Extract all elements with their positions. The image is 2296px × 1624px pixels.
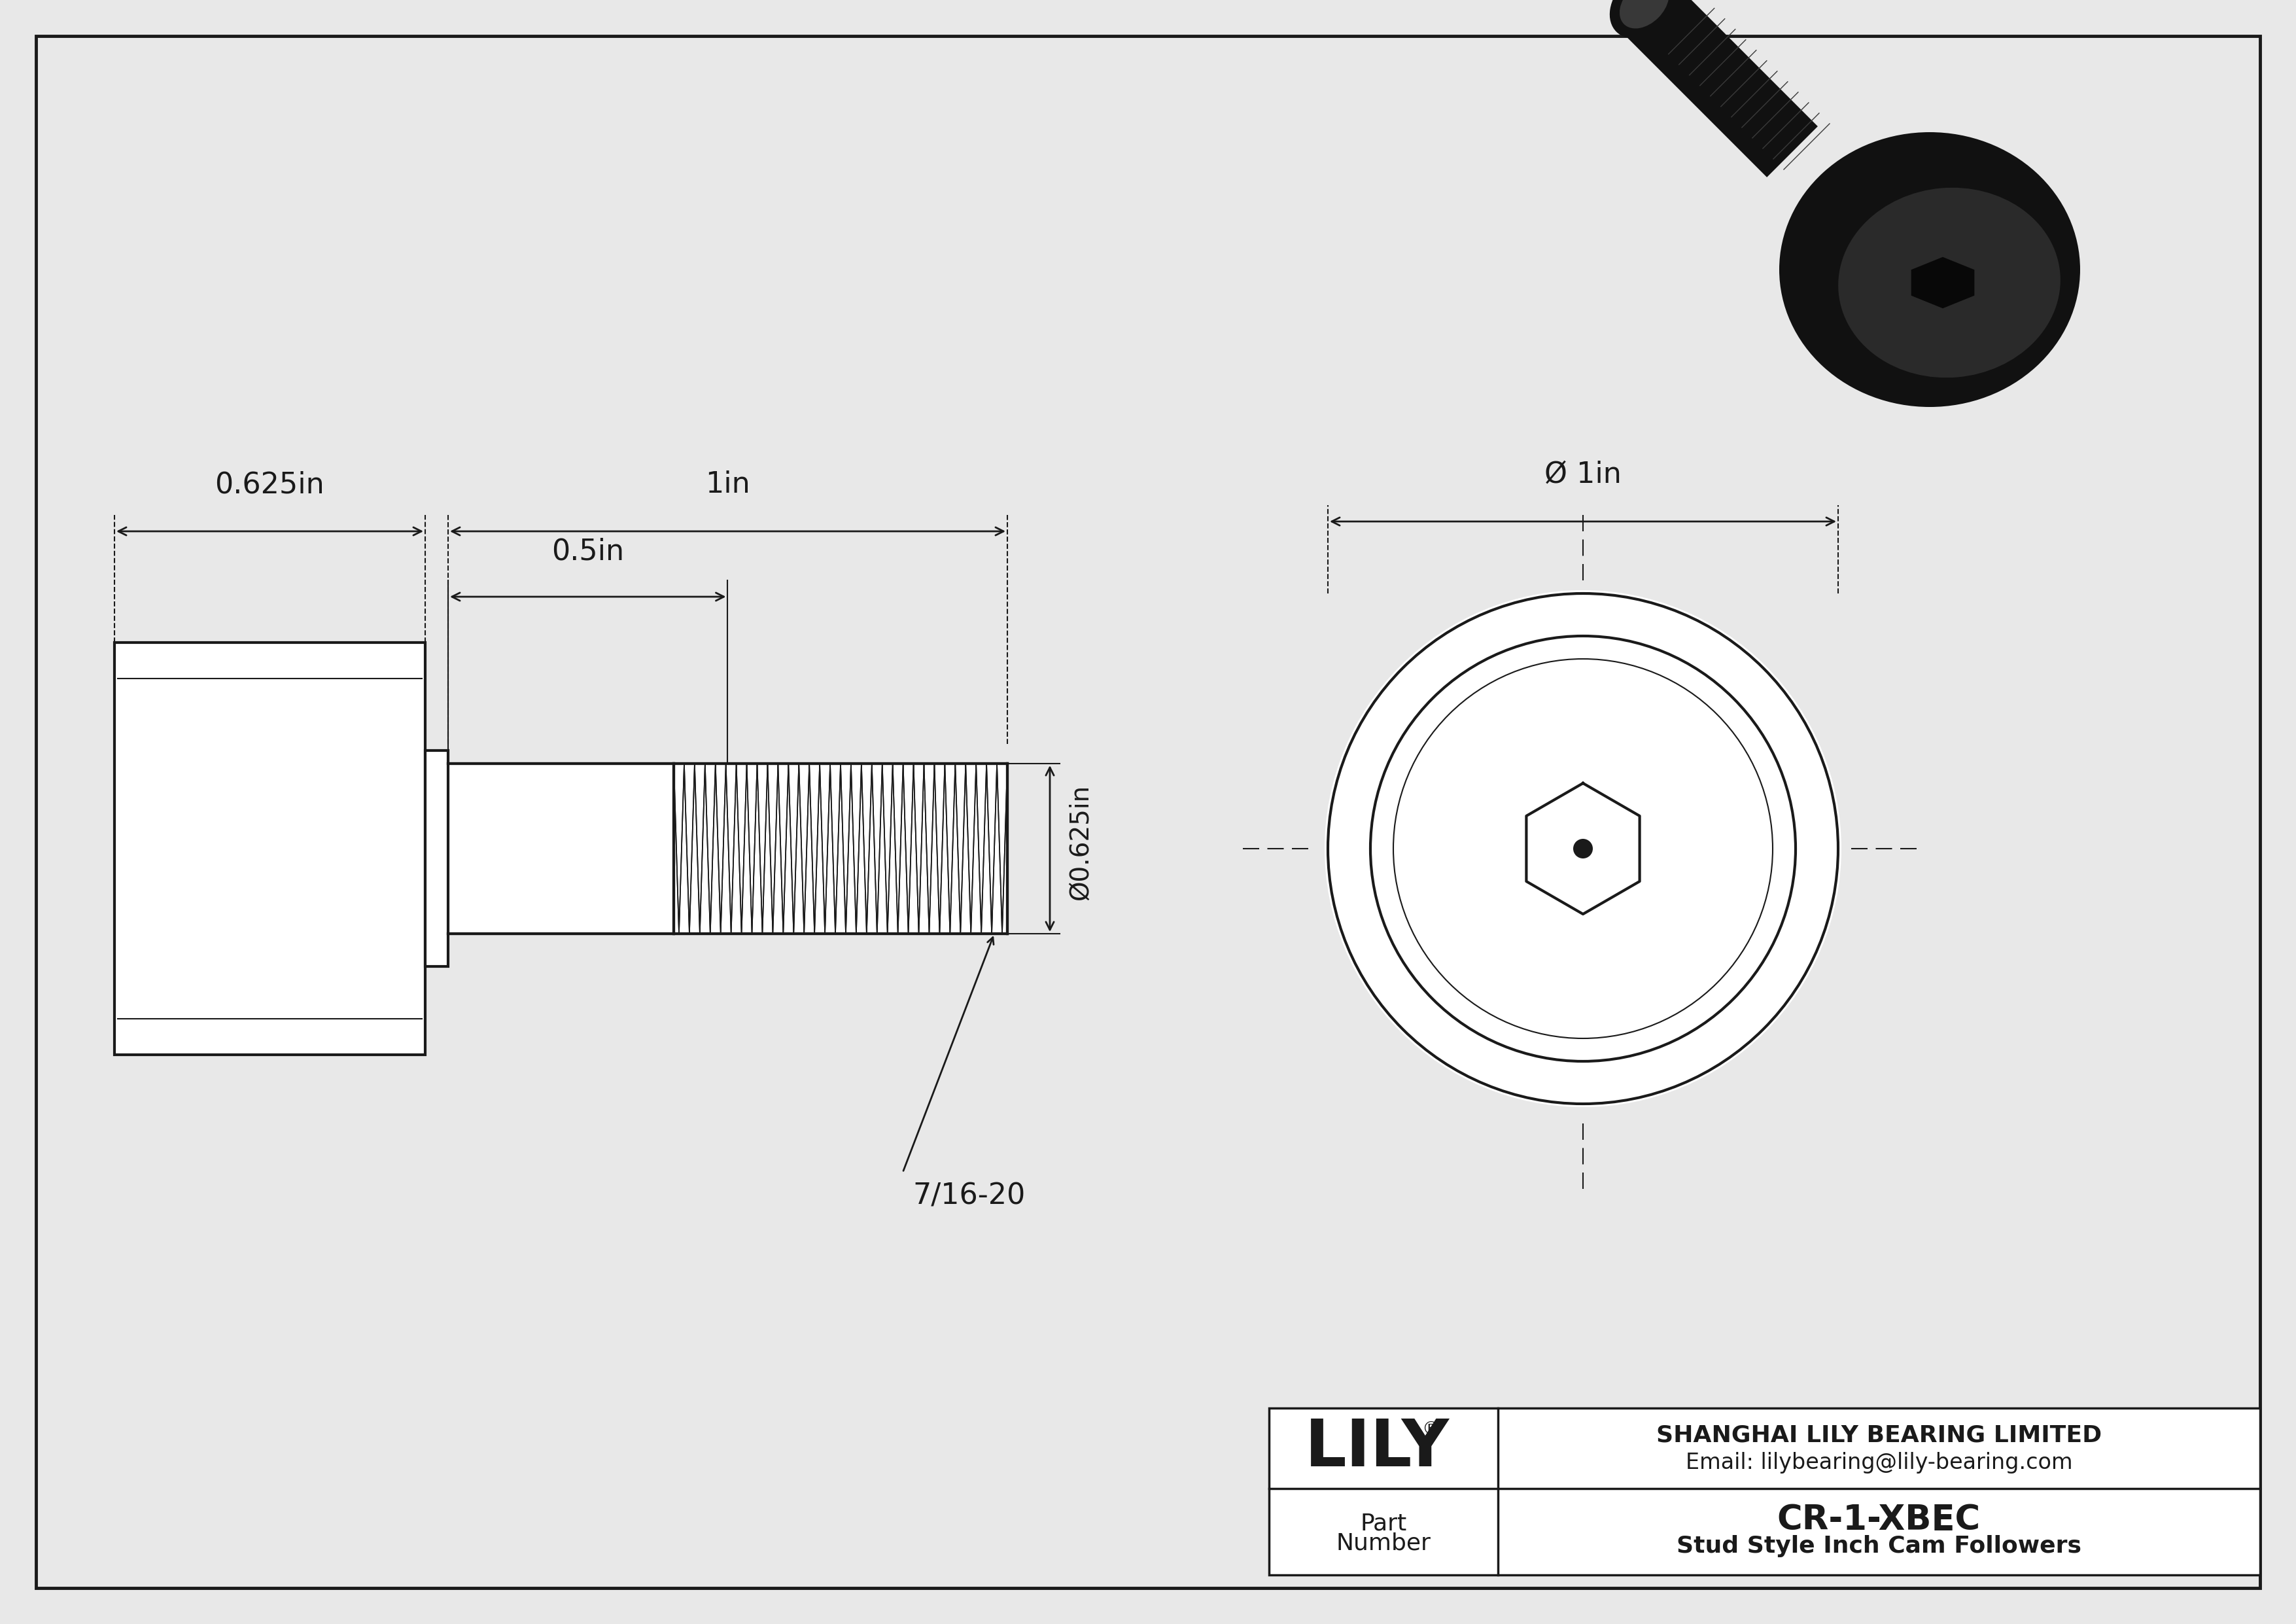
Bar [448, 763, 673, 934]
Bar [673, 763, 1008, 934]
Text: Part: Part [1359, 1512, 1407, 1535]
Circle shape [1573, 840, 1593, 859]
Ellipse shape [1839, 188, 2060, 378]
Text: Ø 1in: Ø 1in [1545, 461, 1621, 489]
Text: CR-1-XBEC: CR-1-XBEC [1777, 1502, 1981, 1536]
Text: SHANGHAI LILY BEARING LIMITED: SHANGHAI LILY BEARING LIMITED [1655, 1424, 2101, 1447]
Text: Email: lilybearing@lily-bearing.com: Email: lilybearing@lily-bearing.com [1685, 1452, 2073, 1473]
Text: Stud Style Inch Cam Followers: Stud Style Inch Cam Followers [1676, 1535, 2082, 1557]
Text: 0.625in: 0.625in [216, 471, 324, 499]
Bar [1270, 1408, 2259, 1575]
Text: ®: ® [1421, 1421, 1440, 1439]
Text: 7/16-20: 7/16-20 [912, 1182, 1026, 1210]
Circle shape [1325, 590, 1841, 1108]
Text: Ø0.625in: Ø0.625in [1068, 784, 1093, 900]
Circle shape [1327, 593, 1839, 1104]
Ellipse shape [1779, 132, 2080, 408]
Polygon shape [1619, 0, 1818, 177]
Text: 1in: 1in [705, 471, 751, 499]
Bar [425, 750, 448, 966]
Ellipse shape [1619, 0, 1669, 29]
Ellipse shape [1609, 0, 1678, 39]
Bar [1270, 1408, 2259, 1575]
Text: Number: Number [1336, 1531, 1430, 1554]
Polygon shape [1913, 258, 1975, 309]
Bar [115, 643, 425, 1054]
Text: 0.5in: 0.5in [551, 538, 625, 565]
Text: LILY: LILY [1304, 1416, 1449, 1479]
